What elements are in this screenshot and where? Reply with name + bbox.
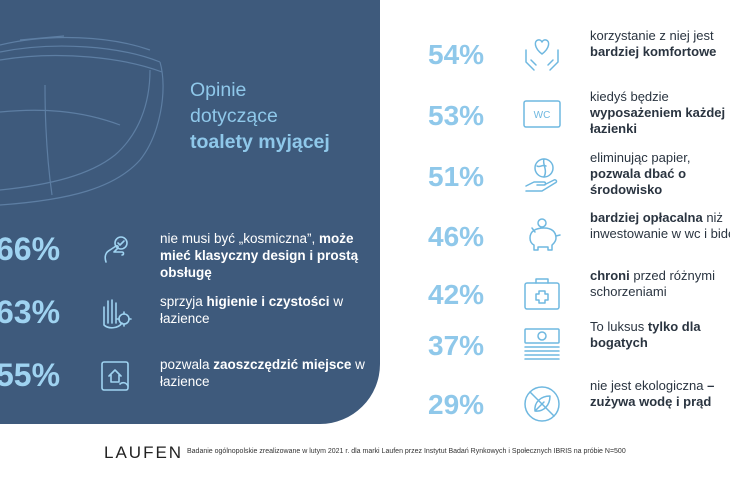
text-bold: bardziej opłacalna xyxy=(590,210,703,225)
text-part: pozwala xyxy=(160,357,214,372)
title-line-2: dotyczące xyxy=(190,105,278,127)
money-stack-icon xyxy=(524,328,560,360)
title-line-1: Opinie xyxy=(190,79,247,101)
medical-kit-icon xyxy=(524,278,560,310)
stat-description: chroni przed różnymi schorzeniami xyxy=(590,268,730,300)
stat-percent: 37% xyxy=(428,330,485,361)
stat-percent: 51% xyxy=(428,161,485,192)
panel-title: Opinie dotyczące toalety myjącej xyxy=(190,77,330,155)
stat-description: korzystanie z niej jest bardziej komfort… xyxy=(590,28,730,60)
stat-percent: 46% xyxy=(428,221,485,252)
text-part: To luksus xyxy=(590,319,648,334)
text-bold: pozwala dbać o środowisko xyxy=(590,166,687,197)
heart-hands-icon xyxy=(525,39,559,71)
tablet-house-icon xyxy=(101,361,129,391)
stat-description: pozwala zaoszczędzić miejsce w łazience xyxy=(160,356,370,390)
stat-description: nie musi być „kosmiczna”, może mieć klas… xyxy=(160,230,370,281)
piggy-bank-icon xyxy=(529,218,561,251)
no-eco-icon xyxy=(524,386,560,422)
text-part: w łazience xyxy=(160,294,344,326)
stat-description: kiedyś będzie wyposażeniem każdej łazien… xyxy=(590,89,730,137)
text-bold: – zużywa wodę i prąd xyxy=(590,378,715,409)
title-line-3: toalety myjącej xyxy=(190,131,330,153)
text-bold: tylko dla bogatych xyxy=(590,319,701,350)
text-part: w łazience xyxy=(160,357,365,389)
toilet-illustration xyxy=(0,35,164,206)
text-part: sprzyja xyxy=(160,294,207,309)
text-bold: chroni xyxy=(590,268,630,283)
stat-percent: 29% xyxy=(428,389,485,420)
text-part: kiedyś będzie xyxy=(590,89,669,104)
stat-description: To luksus tylko dla bogatych xyxy=(590,319,730,351)
finger-touch-icon xyxy=(104,236,128,263)
text-part: niż inwestowanie w wc i bidet xyxy=(590,210,730,241)
stat-percent: 42% xyxy=(428,279,485,310)
text-part: nie musi być „kosmiczna”, xyxy=(160,231,320,246)
wc-sign-icon: WC xyxy=(523,100,561,128)
wc-icon-label: WC xyxy=(534,110,551,121)
survey-note: Badanie ogólnopolskie zrealizowane w lut… xyxy=(187,448,626,455)
hand-germ-icon xyxy=(103,299,132,329)
text-bold: bardziej komfortowe xyxy=(590,44,717,59)
text-bold: zaoszczędzić miejsce xyxy=(213,357,352,372)
text-part: przed różnymi schorzeniami xyxy=(590,268,715,299)
stat-percent: 54% xyxy=(428,39,485,70)
text-bold: może mieć klasyczny design i prostą obsł… xyxy=(160,231,359,280)
text-bold: wyposażeniem każdej łazienki xyxy=(590,105,726,136)
stat-description: eliminując papier, pozwala dbać o środow… xyxy=(590,150,730,198)
text-part: korzystanie z niej jest xyxy=(590,28,714,43)
text-part: nie jest ekologiczna xyxy=(590,378,708,393)
text-part: eliminując papier, xyxy=(590,150,691,165)
laufen-logo: LAUFEN xyxy=(104,443,184,462)
globe-hand-icon xyxy=(525,158,558,192)
stat-description: bardziej opłacalna niż inwestowanie w wc… xyxy=(590,210,730,242)
stat-percent: 66% xyxy=(0,231,61,267)
text-bold: higienie i czystości xyxy=(206,294,330,309)
stat-description: nie jest ekologiczna – zużywa wodę i prą… xyxy=(590,378,730,410)
left-panel: Opinie dotyczące toalety myjącej 66% nie… xyxy=(0,0,380,424)
stat-description: sprzyja higienie i czystości w łazience xyxy=(160,293,370,327)
stat-percent: 55% xyxy=(0,357,61,393)
stat-percent: 53% xyxy=(428,100,485,131)
footer: LAUFEN Badanie ogólnopolskie zrealizowan… xyxy=(0,424,730,480)
stat-percent: 63% xyxy=(0,294,61,330)
